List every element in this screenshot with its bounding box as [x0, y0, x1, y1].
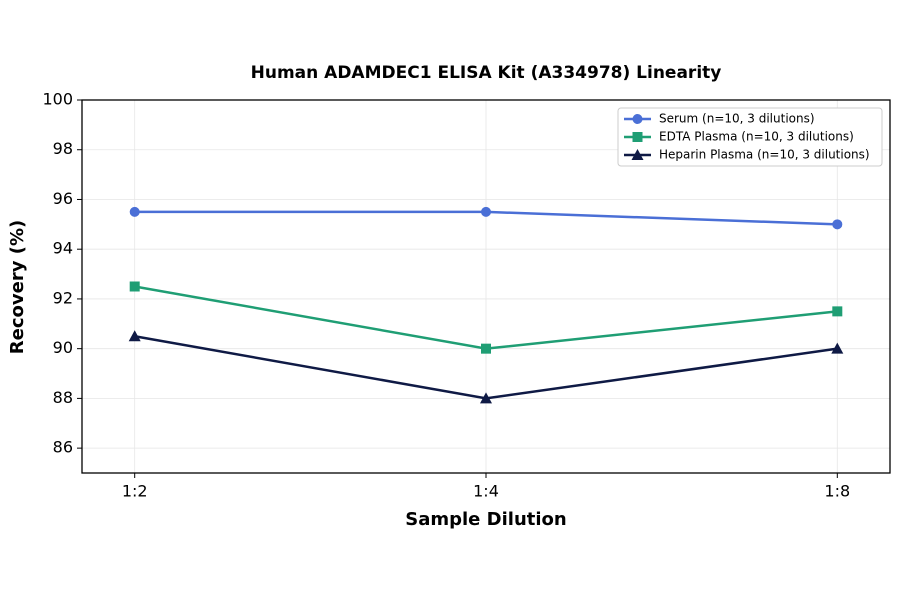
y-axis-label: Recovery (%): [7, 220, 28, 354]
y-tick-label: 98: [53, 139, 73, 158]
marker: [481, 343, 491, 354]
marker: [632, 114, 643, 124]
marker: [129, 281, 140, 292]
legend-label: EDTA Plasma (n=10, 3 dilutions): [659, 130, 854, 144]
y-tick-label: 96: [53, 189, 73, 208]
y-tick-label: 88: [53, 388, 73, 407]
marker: [831, 342, 844, 354]
y-tick-label: 100: [42, 90, 73, 109]
y-tick-label: 86: [53, 438, 73, 457]
x-tick-label: 1:8: [824, 482, 850, 501]
legend-label: Serum (n=10, 3 dilutions): [659, 112, 815, 126]
marker: [631, 149, 644, 160]
y-tick-label: 94: [53, 239, 73, 258]
marker: [832, 219, 843, 230]
marker: [480, 392, 492, 404]
marker: [832, 306, 843, 317]
x-axis-label: Sample Dilution: [405, 509, 566, 530]
x-tick-label: 1:4: [473, 482, 499, 501]
legend-label: Heparin Plasma (n=10, 3 dilutions): [659, 148, 870, 162]
marker: [481, 206, 491, 217]
x-tick-label: 1:2: [122, 482, 148, 501]
marker: [632, 132, 643, 142]
marker: [128, 330, 141, 342]
chart-title: Human ADAMDEC1 ELISA Kit (A334978) Linea…: [251, 63, 722, 83]
y-tick-label: 92: [53, 288, 73, 307]
legend-box: [617, 107, 883, 167]
marker: [129, 206, 140, 217]
y-tick-label: 90: [53, 338, 73, 357]
legend: Serum (n=10, 3 dilutions) EDTA Plasma (n=…: [617, 107, 883, 167]
plot-frame: [81, 99, 891, 474]
